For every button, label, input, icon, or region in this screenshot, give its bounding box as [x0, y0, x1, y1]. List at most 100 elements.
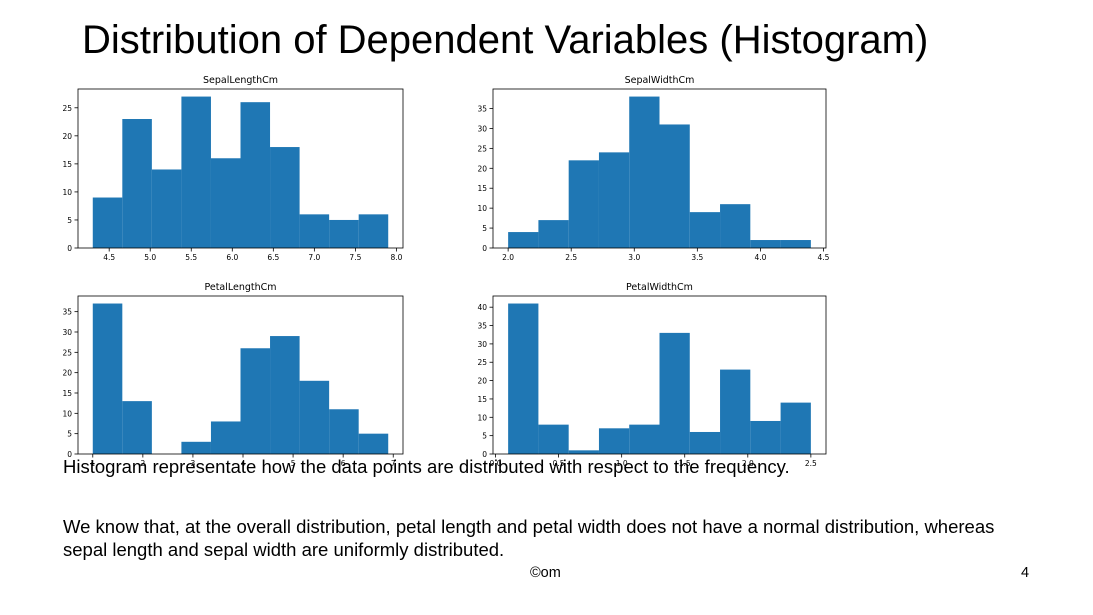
histogram-bar	[780, 402, 811, 454]
histogram-bar	[240, 102, 271, 248]
x-tick-label: 1.0	[616, 459, 628, 468]
histogram-bar	[329, 219, 359, 248]
histogram-bar	[270, 336, 300, 454]
histogram-bar	[508, 303, 539, 454]
x-tick-label: 4.0	[754, 253, 766, 262]
y-tick-label: 25	[62, 348, 72, 357]
histogram-bar	[508, 232, 539, 248]
y-tick-label: 10	[477, 204, 487, 213]
histogram-bar	[538, 424, 569, 454]
page-number: 4	[1021, 565, 1030, 581]
histogram-bar	[659, 124, 690, 248]
y-tick-label: 5	[67, 430, 72, 439]
histogram-bar	[299, 380, 330, 454]
y-tick-label: 0	[482, 450, 487, 459]
histogram-bar	[598, 152, 630, 248]
y-tick-label: 20	[477, 377, 487, 386]
y-tick-label: 20	[62, 132, 72, 141]
chart-title: SepalLengthCm	[203, 75, 278, 86]
chart-title: SepalWidthCm	[625, 75, 695, 86]
histogram-bar	[568, 160, 599, 248]
x-tick-label: 6.0	[226, 253, 238, 262]
histogram-bar	[92, 197, 123, 248]
x-tick-label: 3.0	[628, 253, 640, 262]
histogram-1: SepalWidthCm 0 5 10 15 20 25 30 35 2.0 2.5 3.0 3.5 4.…	[477, 75, 829, 262]
x-tick-label: 3	[191, 459, 196, 468]
y-tick-label: 15	[62, 389, 72, 398]
histogram-bar	[122, 119, 152, 248]
x-tick-label: 6.5	[267, 253, 279, 262]
y-tick-label: 20	[62, 369, 72, 378]
histogram-bar	[240, 348, 271, 454]
x-tick-label: 5	[291, 459, 296, 468]
histogram-bar	[538, 220, 569, 248]
histogram-bar	[629, 96, 660, 248]
histogram-bar	[270, 147, 300, 248]
x-tick-label: 2.0	[742, 459, 754, 468]
histogram-bar	[181, 441, 211, 454]
x-tick-label: 4	[241, 459, 246, 468]
histogram-bar	[122, 401, 152, 454]
histogram-0: SepalLengthCm 0 5 10 15 20 25 4.5 5.0 5.5 6.0 6.5 7.…	[62, 75, 404, 262]
y-tick-label: 40	[477, 303, 487, 312]
x-tick-label: 1	[90, 459, 95, 468]
y-tick-label: 0	[67, 450, 72, 459]
y-tick-label: 25	[477, 144, 487, 153]
y-tick-label: 5	[67, 216, 72, 225]
histogram-bar	[210, 158, 241, 248]
histogram-bar	[151, 169, 182, 248]
histogram-bar	[689, 212, 721, 248]
x-tick-label: 6	[341, 459, 346, 468]
y-tick-label: 5	[482, 432, 487, 441]
y-tick-label: 15	[62, 160, 72, 169]
x-tick-label: 2.0	[502, 253, 514, 262]
histogram-bar	[629, 424, 660, 454]
x-tick-label: 5.5	[185, 253, 197, 262]
x-tick-label: 0.5	[553, 459, 565, 468]
histogram-bar	[750, 420, 781, 454]
x-tick-label: 8.0	[390, 253, 402, 262]
y-tick-label: 20	[477, 164, 487, 173]
y-tick-label: 35	[477, 322, 487, 331]
histogram-bar	[689, 431, 721, 454]
x-tick-label: 3.5	[691, 253, 703, 262]
x-tick-label: 2	[140, 459, 145, 468]
histogram-2: PetalLengthCm 0 5 10 15 20 25 30 35 1 2 3 4 5 6 7	[62, 282, 404, 468]
histogram-bar	[568, 450, 599, 454]
y-tick-label: 15	[477, 184, 487, 193]
x-tick-label: 4.5	[103, 253, 115, 262]
distribution-conclusion: We know that, at the overall distributio…	[63, 516, 995, 560]
slide-title: Distribution of Dependent Variables (His…	[82, 18, 929, 62]
histogram-bar	[92, 303, 123, 454]
histogram-bar	[358, 214, 389, 248]
histogram-3: PetalWidthCm 0 5 10 15 20 25 30 35 40 0.0 0.5 1.0 1.5…	[477, 282, 827, 468]
y-tick-label: 10	[477, 413, 487, 422]
y-tick-label: 0	[482, 244, 487, 253]
y-tick-label: 10	[62, 409, 72, 418]
histogram-bar	[720, 369, 751, 454]
histogram-bar	[750, 240, 781, 248]
histogram-bar	[659, 332, 690, 454]
x-tick-label: 7.5	[349, 253, 361, 262]
histogram-bar	[299, 214, 330, 248]
y-tick-label: 5	[482, 224, 487, 233]
x-tick-label: 7.0	[308, 253, 320, 262]
histogram-bar	[598, 428, 630, 454]
y-tick-label: 30	[477, 124, 487, 133]
y-tick-label: 15	[477, 395, 487, 404]
histogram-bar	[358, 433, 389, 454]
y-tick-label: 30	[477, 340, 487, 349]
x-tick-label: 2.5	[565, 253, 577, 262]
histogram-bar	[780, 240, 811, 248]
x-tick-label: 7	[391, 459, 396, 468]
x-tick-label: 2.5	[805, 459, 817, 468]
x-tick-label: 4.5	[818, 253, 830, 262]
histogram-bar	[210, 421, 241, 454]
y-tick-label: 10	[62, 188, 72, 197]
chart-title: PetalWidthCm	[626, 282, 693, 293]
x-tick-label: 1.5	[679, 459, 691, 468]
y-tick-label: 0	[67, 244, 72, 253]
histogram-bar	[329, 409, 359, 454]
y-tick-label: 35	[62, 308, 72, 317]
y-tick-label: 30	[62, 328, 72, 337]
